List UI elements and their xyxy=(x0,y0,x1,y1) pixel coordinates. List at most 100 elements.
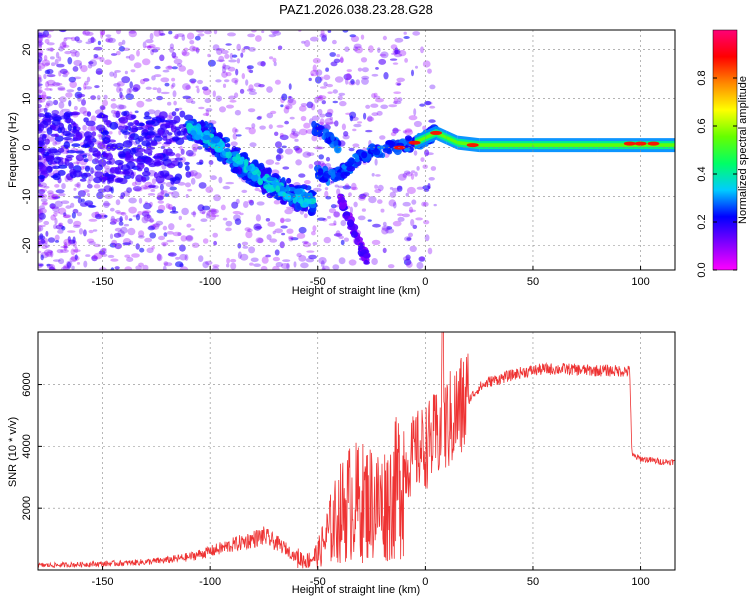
spectrogram-cell xyxy=(288,83,292,90)
spectrogram-cell xyxy=(151,117,162,121)
spectrogram-cell xyxy=(224,79,230,83)
spectrogram-cell xyxy=(162,243,167,247)
spectrogram-cell xyxy=(209,133,215,139)
spectrogram-cell xyxy=(59,42,67,49)
spectrogram-cell xyxy=(118,153,128,158)
spectrogram-cell xyxy=(170,125,177,133)
spectrogram-cell xyxy=(147,46,152,50)
spectrogram-cell xyxy=(93,243,101,248)
spectrogram-cell xyxy=(129,81,133,89)
spectrogram-cell xyxy=(166,151,176,157)
spectrogram-cell xyxy=(44,62,50,66)
spectrogram-cell xyxy=(110,258,119,262)
spectrogram-cell xyxy=(124,266,133,270)
spectrogram-cell xyxy=(73,133,83,141)
spectrogram-cell xyxy=(67,230,76,233)
spectrogram-cell xyxy=(171,111,177,117)
spectrogram-cell xyxy=(170,178,175,185)
spectrogram-cell xyxy=(38,226,42,232)
spectrogram-cell xyxy=(172,90,177,98)
spectrogram-cell xyxy=(38,205,46,210)
spectrogram-cell xyxy=(98,250,106,255)
spectrogram-cell xyxy=(73,105,78,111)
colorbar-tick-label: 0.4 xyxy=(696,166,708,181)
spectrogram-cell xyxy=(208,208,217,215)
spectrogram-cell xyxy=(174,33,179,40)
spectrogram-cell xyxy=(404,128,413,133)
spectrogram-cell xyxy=(220,204,226,211)
spectrogram-cell xyxy=(160,91,170,95)
spectrogram-cell xyxy=(424,234,430,242)
spectrogram-cell xyxy=(195,48,200,53)
spectrogram-cell xyxy=(43,249,53,256)
spectrogram-cell xyxy=(109,233,114,240)
spectrogram-y-tick-label: 0 xyxy=(21,144,33,150)
spectrogram-cell xyxy=(246,165,253,172)
spectrogram-cell xyxy=(62,214,72,219)
spectrogram-cell xyxy=(293,261,297,268)
spectrogram-cell xyxy=(371,112,379,117)
spectrogram-y-tick-label: 20 xyxy=(21,43,33,55)
spectrogram-cell xyxy=(104,59,112,65)
spectrogram-cell xyxy=(83,189,90,193)
spectrogram-cell xyxy=(156,253,162,261)
spectrogram-cell xyxy=(186,134,192,140)
spectrogram-cell xyxy=(393,201,397,209)
spectrogram-cell xyxy=(402,130,407,134)
spectrogram-cell xyxy=(83,172,92,177)
spectrogram-cell xyxy=(38,62,46,70)
snr-x-tick-label: 50 xyxy=(527,576,539,588)
spectrogram-cell xyxy=(229,52,234,60)
spectrogram-cell xyxy=(333,211,341,218)
spectrogram-cell xyxy=(404,58,408,63)
spectrogram-cell xyxy=(392,127,399,134)
spectrogram-cell xyxy=(333,220,337,226)
spectrogram-cell xyxy=(197,33,205,37)
spectrogram-cell xyxy=(61,183,66,190)
snr-x-ticks: -150 -100 -50 0 50 100 xyxy=(92,566,650,588)
spectrogram-cell xyxy=(62,44,70,48)
spectrogram-cell xyxy=(327,91,333,94)
spectrogram-cell xyxy=(72,170,83,178)
spectrogram-cell xyxy=(145,120,156,125)
spectrogram-cell xyxy=(360,34,365,40)
spectrogram-cell xyxy=(433,203,437,207)
spectrogram-cell xyxy=(74,183,80,188)
spectrogram-cell xyxy=(314,146,323,150)
spectrogram-cell xyxy=(194,35,201,41)
spectrogram-cell xyxy=(361,75,370,80)
spectrogram-cell xyxy=(41,238,45,244)
spectrogram-cell xyxy=(99,56,105,63)
spectrogram-cell xyxy=(163,232,168,237)
spectrogram-cell xyxy=(367,219,372,222)
spectrogram-cell xyxy=(302,151,312,158)
spectrogram-cell xyxy=(88,205,97,208)
spectrogram-cell xyxy=(202,205,211,211)
spectrogram-cell xyxy=(376,145,385,150)
spectrogram-cell xyxy=(311,115,320,121)
spectrogram-cell xyxy=(166,231,174,235)
spectrogram-cell xyxy=(174,153,182,157)
spectrogram-cell xyxy=(141,211,150,217)
spectrogram-cell xyxy=(184,114,194,121)
spectrogram-cell xyxy=(190,130,197,136)
spectrogram-cell xyxy=(185,165,190,172)
spectrogram-cell xyxy=(176,63,183,67)
spectrogram-cell xyxy=(319,86,327,89)
spectrogram-cell xyxy=(76,182,81,189)
spectrogram-cell xyxy=(195,47,200,54)
spectrogram-cell xyxy=(69,80,77,89)
spectrogram-cell xyxy=(408,206,414,214)
spectrogram-cell xyxy=(49,266,55,270)
spectrogram-cell xyxy=(149,232,156,239)
spectrogram-cell xyxy=(44,244,50,248)
spectrogram-cell xyxy=(50,250,54,258)
spectrogram-cell xyxy=(128,54,135,61)
spectrogram-cell xyxy=(192,210,196,218)
spectrogram-cell xyxy=(171,52,177,58)
spectrogram-cell xyxy=(83,117,89,123)
figure-title: PAZ1.2026.038.23.28.G28 xyxy=(279,2,433,17)
spectrogram-cell xyxy=(79,106,87,114)
spectrogram-cell xyxy=(139,247,145,253)
spectrogram-cell xyxy=(406,237,412,241)
